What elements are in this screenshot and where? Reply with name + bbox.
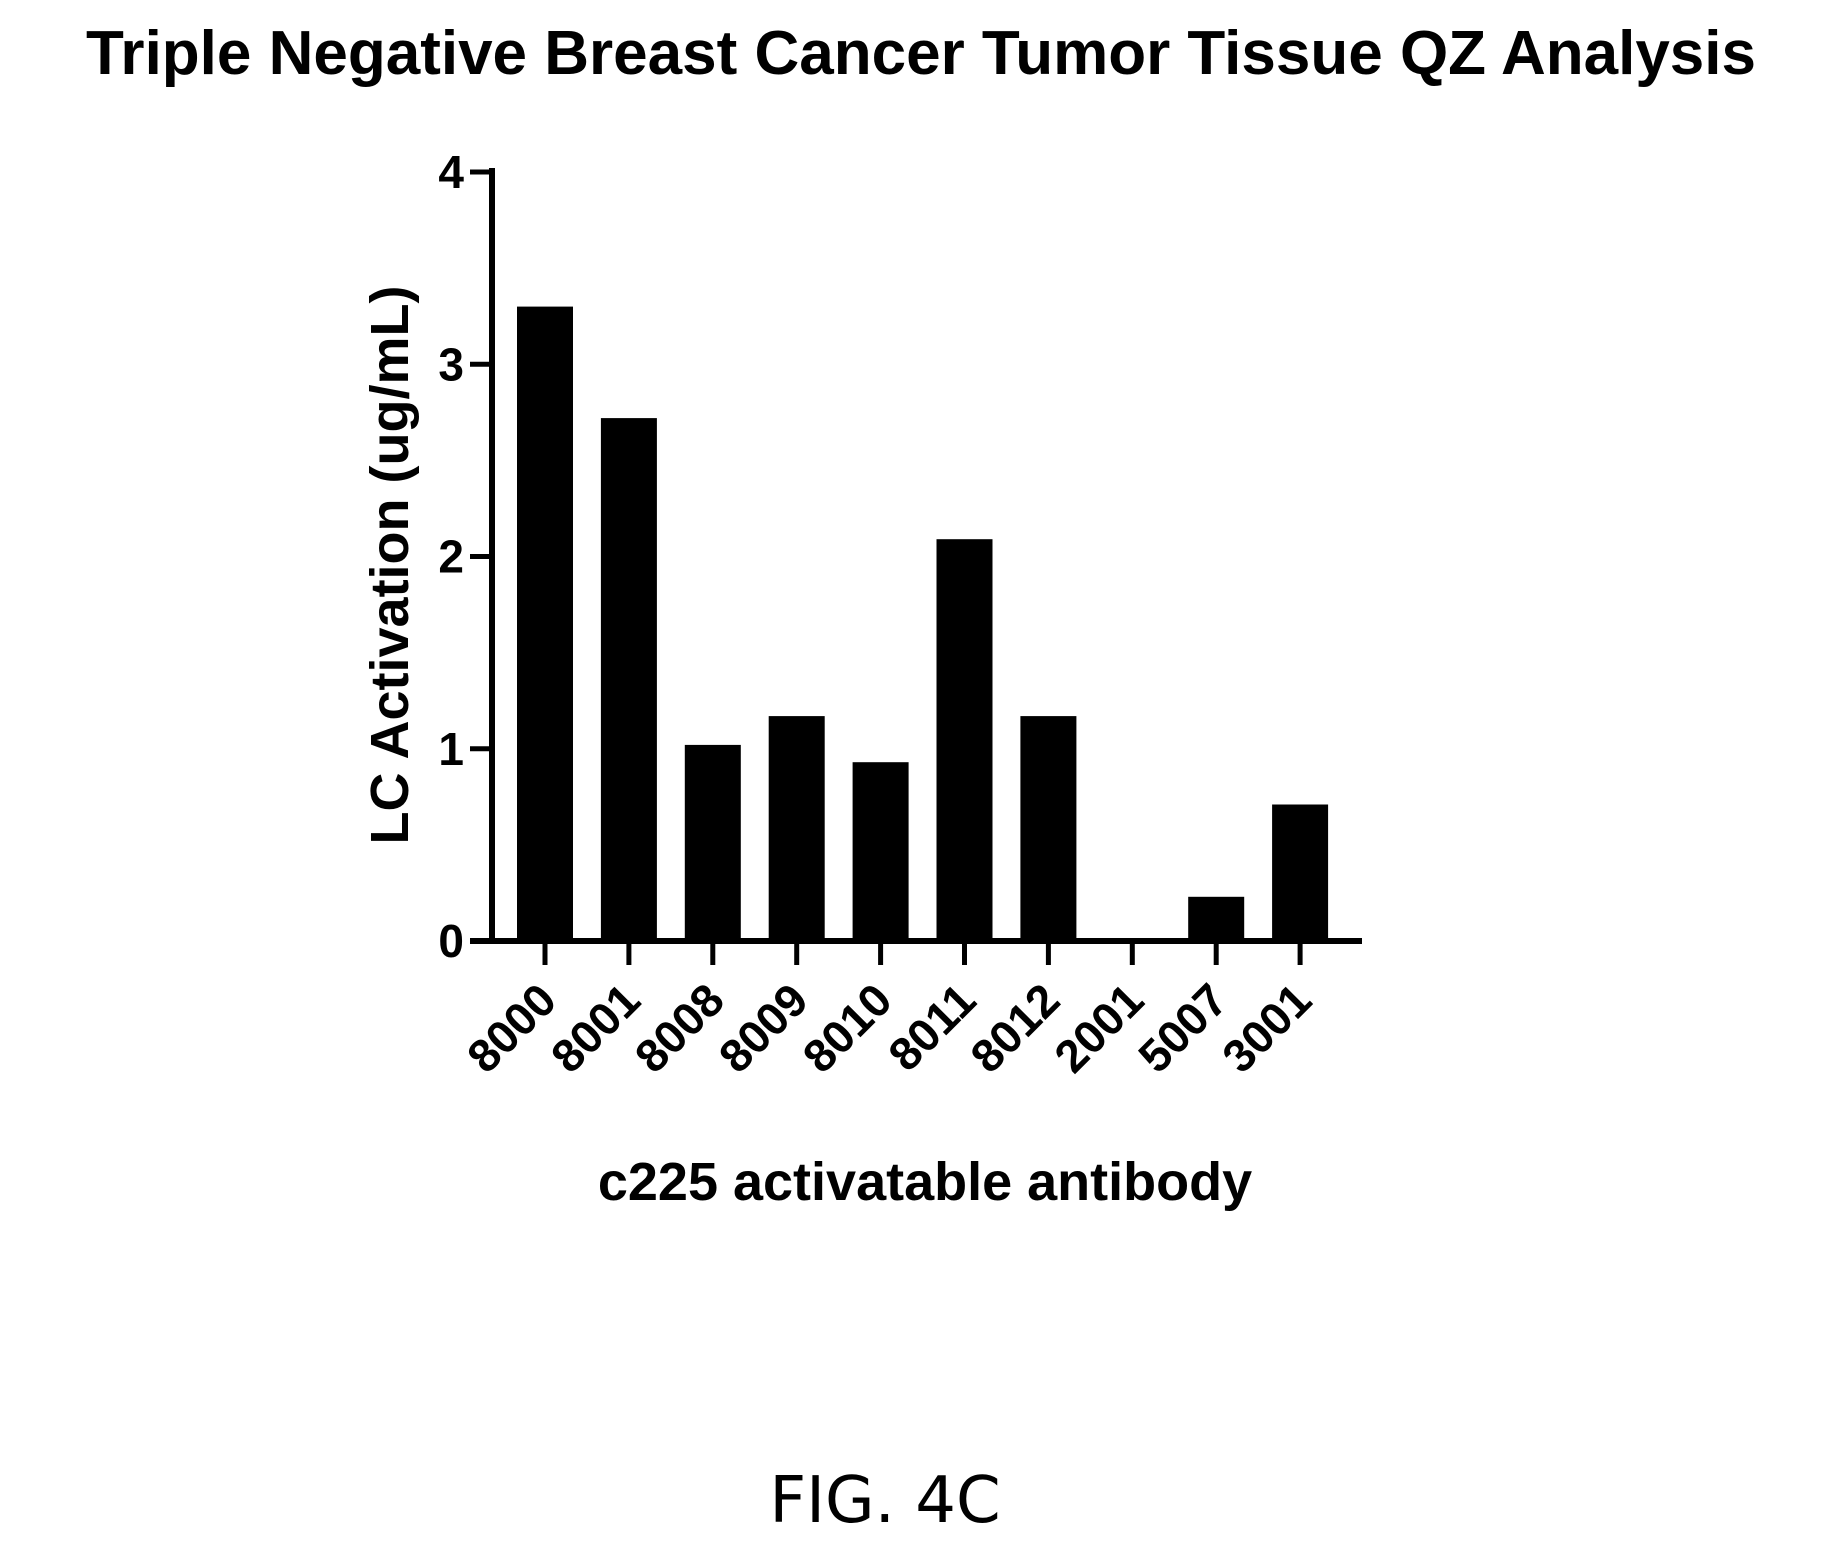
y-tick-label: 2 [438, 531, 464, 583]
x-tick-label: 8012 [960, 973, 1069, 1082]
y-axis-label: LC Activation (ug/mL) [360, 286, 420, 845]
plot-area: 0 1 2 3 4 80008001800880098010801180122001500… [438, 146, 1362, 1082]
figure-caption: FIG. 4C [769, 1464, 1000, 1538]
x-tick-label: 8008 [625, 973, 734, 1082]
bar-8008 [684, 744, 741, 941]
bar-3001 [1272, 804, 1329, 941]
bar-8012 [1020, 716, 1077, 941]
bar-8011 [936, 539, 993, 941]
x-tick-label: 8010 [793, 973, 902, 1082]
x-tick-label: 3001 [1212, 973, 1321, 1082]
x-tick-label: 8011 [878, 973, 985, 1080]
x-axis-label: c225 activatable antibody [598, 1152, 1252, 1212]
bar-5007 [1188, 896, 1245, 941]
x-tick-label: 8000 [457, 973, 566, 1082]
chart-title: Triple Negative Breast Cancer Tumor Tiss… [86, 19, 1756, 88]
y-tick-label: 0 [438, 915, 464, 967]
x-tick-label: 2001 [1044, 973, 1153, 1082]
y-tick-label: 4 [438, 146, 464, 198]
x-tick-label: 5007 [1128, 973, 1237, 1082]
bar-8009 [768, 716, 825, 941]
x-tick-label: 8009 [709, 973, 818, 1082]
bar-8010 [852, 762, 909, 941]
x-tick-label: 8001 [541, 973, 650, 1082]
bar-8001 [600, 418, 657, 942]
bar-8000 [517, 306, 573, 942]
y-tick-label: 1 [438, 723, 464, 775]
y-tick-label: 3 [438, 338, 464, 390]
